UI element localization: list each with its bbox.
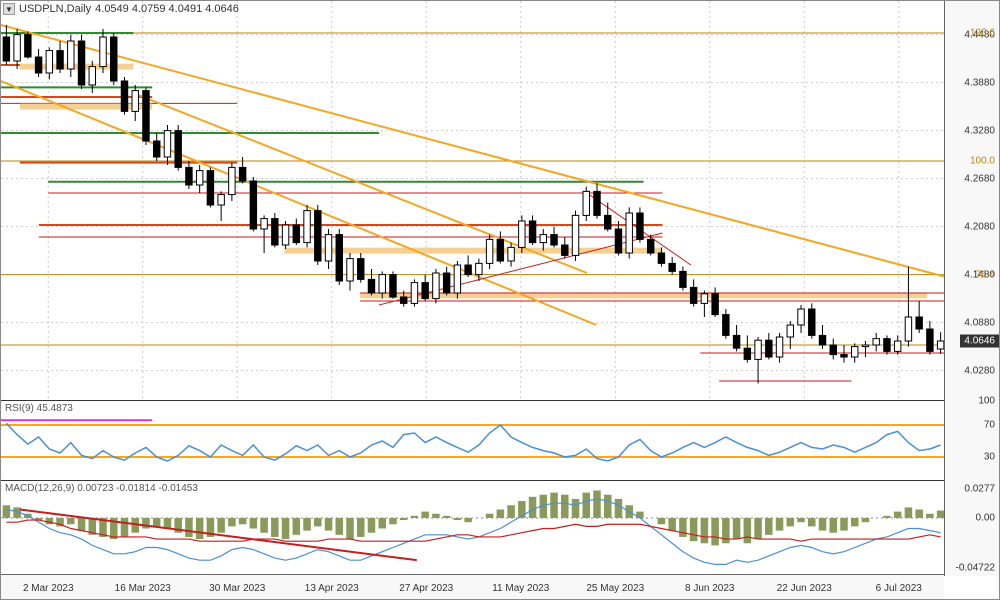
price-tick: 4.0280 xyxy=(964,365,995,376)
macd-tick: 0.0277 xyxy=(964,483,995,494)
rsi-tick: 100 xyxy=(978,396,995,407)
price-panel[interactable] xyxy=(1,1,944,401)
date-tick: 11 May 2023 xyxy=(492,583,549,594)
rsi-label: RSI(9) 45.4873 xyxy=(5,403,73,414)
title-bar: ▼ USDPLN,Daily 4.0549 4.0759 4.0491 4.06… xyxy=(3,3,239,15)
date-tick: 27 Apr 2023 xyxy=(399,583,453,594)
date-tick: 6 Jul 2023 xyxy=(876,583,922,594)
macd-chart-svg xyxy=(1,481,946,576)
rsi-tick: 30 xyxy=(984,452,995,463)
rsi-y-axis: 3070100 xyxy=(944,401,999,481)
fib-label: 76.4 xyxy=(976,269,995,280)
time-x-axis: 2 Mar 2023 16 Mar 2023 30 Mar 2023 13 Apr 2… xyxy=(1,574,944,599)
ohlc-label: 4.0549 4.0759 4.0491 4.0646 xyxy=(95,3,239,15)
date-tick: 25 May 2023 xyxy=(586,583,644,594)
date-tick: 8 Jun 2023 xyxy=(685,583,735,594)
macd-tick: -0.04722 xyxy=(956,562,995,573)
price-tick: 4.2080 xyxy=(964,221,995,232)
macd-panel[interactable]: MACD(12,26,9) 0.00723 -0.01814 -0.01453 xyxy=(1,481,944,576)
fib-label: 100.0 xyxy=(970,156,995,167)
price-tick: 4.3280 xyxy=(964,125,995,136)
price-y-axis: 4.02804.08804.14804.20804.26804.32804.38… xyxy=(944,1,999,401)
dropdown-toggle-icon[interactable]: ▼ xyxy=(3,3,15,15)
price-tick: 4.0880 xyxy=(964,317,995,328)
date-tick: 22 Jun 2023 xyxy=(777,583,832,594)
rsi-chart-svg xyxy=(1,401,946,481)
macd-tick: 0.00 xyxy=(976,512,995,523)
macd-y-axis: 0.0277 0.00 -0.04722 xyxy=(944,481,999,576)
fib-label: 123.6 xyxy=(970,28,995,39)
rsi-tick: 70 xyxy=(984,420,995,431)
price-tick: 4.2680 xyxy=(964,173,995,184)
current-price-tag: 4.0646 xyxy=(960,335,999,348)
chart-container: ▼ USDPLN,Daily 4.0549 4.0759 4.0491 4.06… xyxy=(0,0,1000,600)
date-tick: 2 Mar 2023 xyxy=(23,583,74,594)
date-tick: 16 Mar 2023 xyxy=(115,583,171,594)
date-tick: 13 Apr 2023 xyxy=(305,583,359,594)
price-tick: 4.3880 xyxy=(964,77,995,88)
date-tick: 30 Mar 2023 xyxy=(209,583,265,594)
rsi-panel[interactable]: RSI(9) 45.4873 xyxy=(1,401,944,481)
symbol-label: USDPLN,Daily xyxy=(19,3,91,15)
macd-label: MACD(12,26,9) 0.00723 -0.01814 -0.01453 xyxy=(5,483,198,494)
price-chart-svg xyxy=(1,1,946,401)
